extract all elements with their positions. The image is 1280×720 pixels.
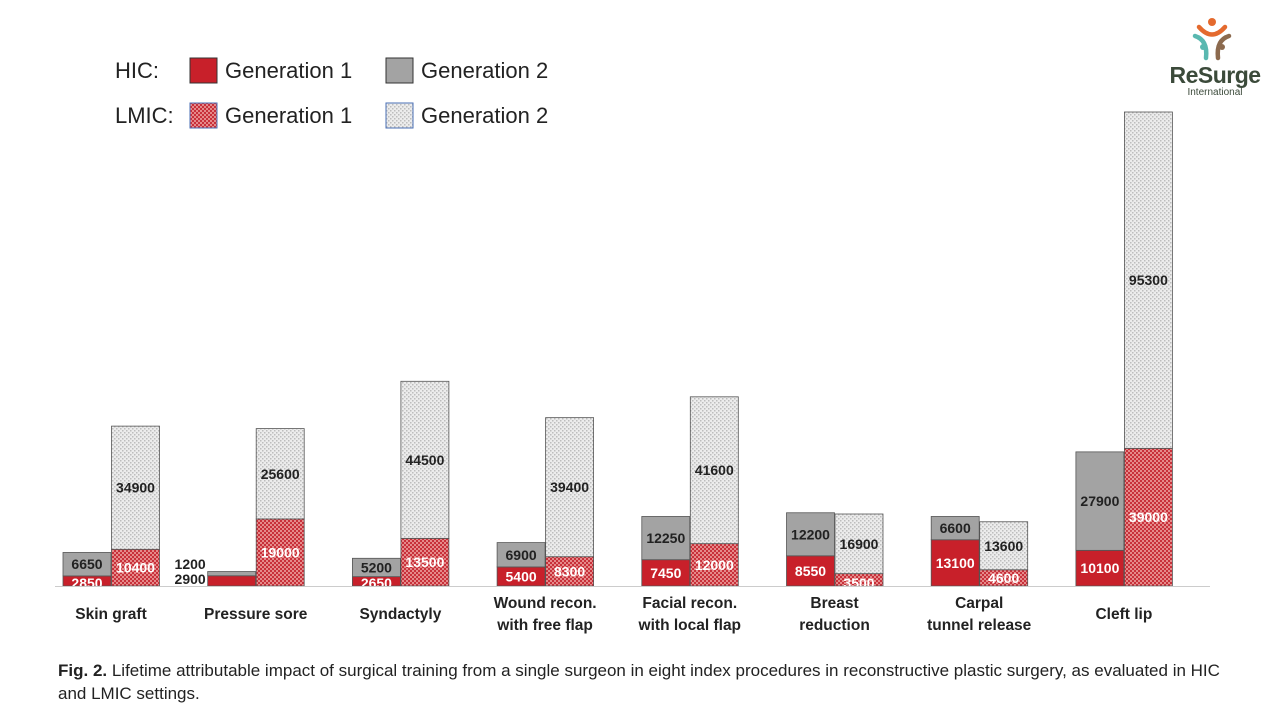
legend-entry-label: Generation 1 bbox=[225, 103, 352, 128]
caption-text: Lifetime attributable impact of surgical… bbox=[58, 661, 1220, 703]
data-label-lmic-gen1: 39000 bbox=[1129, 509, 1168, 525]
data-label-lmic-gen1: 10400 bbox=[116, 560, 155, 576]
bar-hic-gen2 bbox=[496, 542, 546, 568]
category-label-line: tunnel release bbox=[927, 617, 1032, 634]
bar-lmic-gen1 bbox=[111, 548, 160, 587]
legend-swatch bbox=[385, 57, 414, 84]
legend-swatch bbox=[189, 102, 218, 129]
category-label: Syndactyly bbox=[359, 606, 441, 623]
bar-lmic-gen2 bbox=[400, 380, 450, 539]
bar-hic-gen1 bbox=[641, 559, 691, 587]
category-label-line: Skin graft bbox=[75, 606, 146, 623]
legend-swatch bbox=[385, 102, 414, 129]
data-label-lmic-gen2: 44500 bbox=[405, 452, 444, 468]
data-label-hic-gen1: 2650 bbox=[361, 575, 392, 591]
data-label-lmic-gen2: 16900 bbox=[840, 536, 879, 552]
data-label-hic-gen2: 6600 bbox=[940, 520, 971, 536]
data-label-lmic-gen2: 34900 bbox=[116, 480, 155, 496]
category-label-line: reduction bbox=[799, 617, 870, 634]
category-label-line: with local flap bbox=[638, 617, 741, 634]
resurge-logo-icon bbox=[1192, 18, 1232, 61]
data-label-lmic-gen1: 13500 bbox=[405, 554, 444, 570]
category-label-line: Pressure sore bbox=[204, 606, 308, 623]
data-label-hic-gen1: 7450 bbox=[650, 565, 681, 581]
bar-hic-gen2 bbox=[62, 552, 112, 577]
figure-caption: Fig. 2. Lifetime attributable impact of … bbox=[58, 659, 1238, 705]
data-label-hic-gen2: 12250 bbox=[646, 530, 685, 546]
bar-lmic-gen2 bbox=[689, 396, 739, 545]
category-label-line: Cleft lip bbox=[1095, 606, 1152, 623]
category-label-line: Syndactyly bbox=[359, 606, 441, 623]
category-label: Wound recon. with free flap bbox=[494, 595, 597, 634]
data-label-lmic-gen1: 8300 bbox=[554, 563, 585, 579]
data-label-hic-gen1: 2850 bbox=[71, 575, 102, 591]
category-label: Carpal tunnel release bbox=[927, 595, 1032, 634]
legend-entry-label: Generation 1 bbox=[225, 58, 352, 83]
data-label-lmic-gen2: 39400 bbox=[550, 479, 589, 495]
bar-hic-gen1 bbox=[930, 539, 980, 587]
category-label-line: Wound recon. bbox=[494, 595, 597, 612]
category-label: Facial recon. with local flap bbox=[638, 595, 741, 634]
legend-swatch bbox=[189, 57, 218, 84]
bar-hic-gen2 bbox=[1075, 451, 1125, 551]
data-label-hic-gen1: 10100 bbox=[1080, 560, 1119, 576]
data-label-lmic-gen2: 13600 bbox=[984, 538, 1023, 554]
bar-lmic-gen2 bbox=[834, 513, 884, 575]
data-label-hic-gen1: 13100 bbox=[936, 555, 975, 571]
category-label-line: Carpal bbox=[955, 595, 1003, 612]
bar-hic-gen2 bbox=[786, 512, 835, 557]
category-label: Skin graft bbox=[75, 606, 146, 623]
category-label-line: with free flap bbox=[496, 617, 593, 634]
data-label-hic-gen1: 8550 bbox=[795, 563, 826, 579]
category-label-line: Breast bbox=[810, 595, 858, 612]
data-label-lmic-gen2: 41600 bbox=[695, 462, 734, 478]
bar-hic-gen2 bbox=[930, 516, 980, 541]
bar-hic-gen1 bbox=[207, 575, 257, 587]
legend-entry-label: Generation 2 bbox=[421, 103, 548, 128]
bar-hic-gen2 bbox=[351, 557, 401, 578]
data-label-lmic-gen1: 3500 bbox=[843, 575, 874, 591]
category-label: Cleft lip bbox=[1095, 606, 1152, 623]
bar-lmic-gen2 bbox=[545, 417, 594, 558]
bar-hic-gen2 bbox=[641, 516, 691, 561]
data-label-lmic-gen2: 95300 bbox=[1129, 272, 1168, 288]
data-label-hic-gen2: 27900 bbox=[1080, 493, 1119, 509]
legend-entry-label: Generation 2 bbox=[421, 58, 548, 83]
bar-lmic-gen2 bbox=[255, 428, 305, 520]
data-label-lmic-gen1: 19000 bbox=[261, 544, 300, 560]
data-label-lmic-gen1: 4600 bbox=[988, 570, 1019, 586]
data-label-hic-gen2: 5200 bbox=[361, 559, 392, 575]
data-label-hic-gen1: 5400 bbox=[506, 568, 537, 584]
data-label-lmic-gen1: 12000 bbox=[695, 557, 734, 573]
data-label-hic-gen2: 1200 bbox=[175, 556, 206, 572]
data-label-hic-gen1: 2900 bbox=[175, 571, 206, 587]
category-label: Pressure sore bbox=[204, 606, 308, 623]
data-label-hic-gen2: 6650 bbox=[71, 556, 102, 572]
category-label: Breast reduction bbox=[799, 595, 870, 634]
bar-lmic-gen2 bbox=[111, 425, 160, 550]
bar-lmic-gen2 bbox=[979, 521, 1029, 571]
legend: HIC: Generation 1 Generation 2 LMIC: Generat… bbox=[115, 57, 548, 129]
legend-group-label: LMIC: bbox=[115, 103, 174, 128]
category-labels: Skin graft Pressure sore Syndactyly Wound r… bbox=[75, 595, 1152, 634]
caption-label: Fig. 2. bbox=[58, 661, 108, 680]
bar-lmic-gen1 bbox=[1124, 447, 1173, 587]
legend-group-label: HIC: bbox=[115, 58, 159, 83]
data-label-hic-gen2: 6900 bbox=[506, 547, 537, 563]
bar-lmic-gen2 bbox=[1124, 111, 1173, 449]
logo-name: ReSurge bbox=[1169, 62, 1261, 88]
category-label-line: Facial recon. bbox=[642, 595, 737, 612]
logo-subtitle: International bbox=[1187, 87, 1243, 98]
logo: ReSurge International bbox=[1166, 63, 1264, 98]
data-label-hic-gen2: 12200 bbox=[791, 526, 830, 542]
data-label-lmic-gen2: 25600 bbox=[261, 466, 300, 482]
bar-hic-gen2 bbox=[207, 571, 257, 577]
